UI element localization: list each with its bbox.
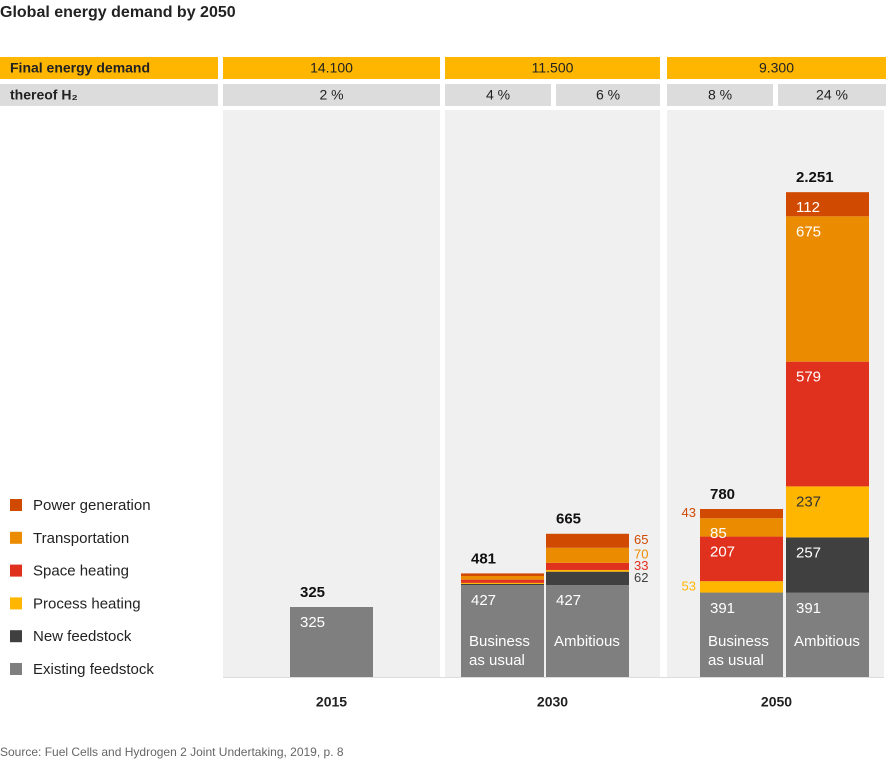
data-label: 43 bbox=[682, 505, 696, 520]
bar-segment bbox=[700, 592, 783, 677]
bar-segment bbox=[546, 547, 629, 563]
total-label: 665 bbox=[556, 511, 581, 528]
header-value: 11.500 bbox=[532, 60, 574, 76]
total-label: 780 bbox=[710, 486, 735, 503]
data-label: 237 bbox=[796, 493, 821, 510]
header-cell bbox=[667, 57, 886, 79]
header-cell bbox=[0, 84, 218, 106]
scenario-label: Ambitious bbox=[794, 633, 860, 650]
legend-label: New feedstock bbox=[33, 628, 132, 645]
data-label: 391 bbox=[796, 600, 821, 617]
header-label: Final energy demand bbox=[10, 60, 150, 76]
bar-segment bbox=[700, 536, 783, 582]
header-value: 2 % bbox=[319, 87, 343, 103]
legend-swatch bbox=[10, 499, 22, 511]
bar-segment bbox=[461, 579, 544, 583]
legend-label: Power generation bbox=[33, 497, 151, 514]
header-cell bbox=[667, 84, 773, 106]
bar-segment bbox=[786, 216, 869, 362]
legend-swatch bbox=[10, 564, 22, 577]
header-value: 8 % bbox=[708, 87, 732, 103]
bar-segment bbox=[461, 575, 544, 580]
total-label: 481 bbox=[471, 550, 496, 567]
data-label: 325 bbox=[300, 614, 325, 631]
data-label: 427 bbox=[471, 592, 496, 609]
legend-label: Existing feedstock bbox=[33, 661, 154, 678]
bar-segment bbox=[546, 585, 629, 677]
data-label: 53 bbox=[682, 578, 696, 593]
scenario-label: Business as usual bbox=[469, 633, 530, 669]
bar-segment bbox=[700, 509, 783, 519]
data-label: 112 bbox=[796, 199, 820, 216]
header-value: 4 % bbox=[486, 87, 510, 103]
data-label: 427 bbox=[556, 592, 581, 609]
bar-segment bbox=[461, 582, 544, 584]
bar-segment bbox=[546, 569, 629, 572]
bar-segment bbox=[786, 486, 869, 538]
panel bbox=[223, 110, 440, 677]
header-cell bbox=[778, 84, 886, 106]
header-cell bbox=[445, 84, 551, 106]
header-value: 6 % bbox=[596, 87, 620, 103]
header-cell bbox=[223, 57, 440, 79]
data-label: 207 bbox=[710, 544, 735, 561]
data-label: 85 bbox=[710, 525, 727, 542]
data-label: 62 bbox=[634, 570, 648, 585]
bar-segment bbox=[546, 533, 629, 548]
header-cell bbox=[0, 57, 218, 79]
data-label: 257 bbox=[796, 544, 821, 561]
data-label: 579 bbox=[796, 369, 821, 386]
header-value: 24 % bbox=[816, 87, 848, 103]
legend-swatch bbox=[10, 531, 22, 544]
group-label: 2050 bbox=[761, 694, 792, 710]
legend-label: Transportation bbox=[33, 530, 129, 547]
scenario-label: Ambitious bbox=[554, 633, 620, 650]
total-label: 2.251 bbox=[796, 169, 834, 186]
group-label: 2015 bbox=[316, 694, 347, 710]
data-label: 65 bbox=[634, 532, 648, 547]
bar-segment bbox=[786, 361, 869, 487]
chart-title: Global energy demand by 2050 bbox=[0, 4, 236, 21]
total-label: 325 bbox=[300, 584, 325, 601]
header-value: 14.100 bbox=[310, 60, 353, 76]
bar-segment bbox=[546, 571, 629, 586]
bar-segment bbox=[461, 573, 544, 576]
group-label: 2030 bbox=[537, 694, 568, 710]
legend-label: Space heating bbox=[33, 563, 129, 580]
bar-segment bbox=[700, 518, 783, 537]
data-label: 391 bbox=[710, 600, 735, 617]
header-value: 9.300 bbox=[759, 60, 794, 76]
scenario-label: Business as usual bbox=[708, 633, 769, 669]
bar-segment bbox=[461, 585, 544, 677]
source: Source: Fuel Cells and Hydrogen 2 Joint … bbox=[0, 745, 344, 759]
data-label: 70 bbox=[634, 547, 648, 562]
header-cell bbox=[223, 84, 440, 106]
header-label: thereof H₂ bbox=[10, 87, 78, 103]
bar-segment bbox=[700, 581, 783, 593]
bar-segment bbox=[786, 537, 869, 593]
legend-swatch bbox=[10, 630, 22, 643]
legend-swatch bbox=[10, 597, 22, 610]
bar-segment bbox=[786, 592, 869, 677]
data-label: 33 bbox=[634, 558, 648, 573]
legend-label: Process heating bbox=[33, 595, 141, 612]
header-cell bbox=[556, 84, 660, 106]
legend-swatch bbox=[10, 663, 22, 675]
bar-segment bbox=[290, 607, 373, 677]
data-label: 675 bbox=[796, 223, 821, 240]
bar-segment bbox=[546, 562, 629, 570]
bar-segment bbox=[461, 583, 544, 586]
header-cell bbox=[445, 57, 660, 79]
bar-segment bbox=[786, 192, 869, 217]
